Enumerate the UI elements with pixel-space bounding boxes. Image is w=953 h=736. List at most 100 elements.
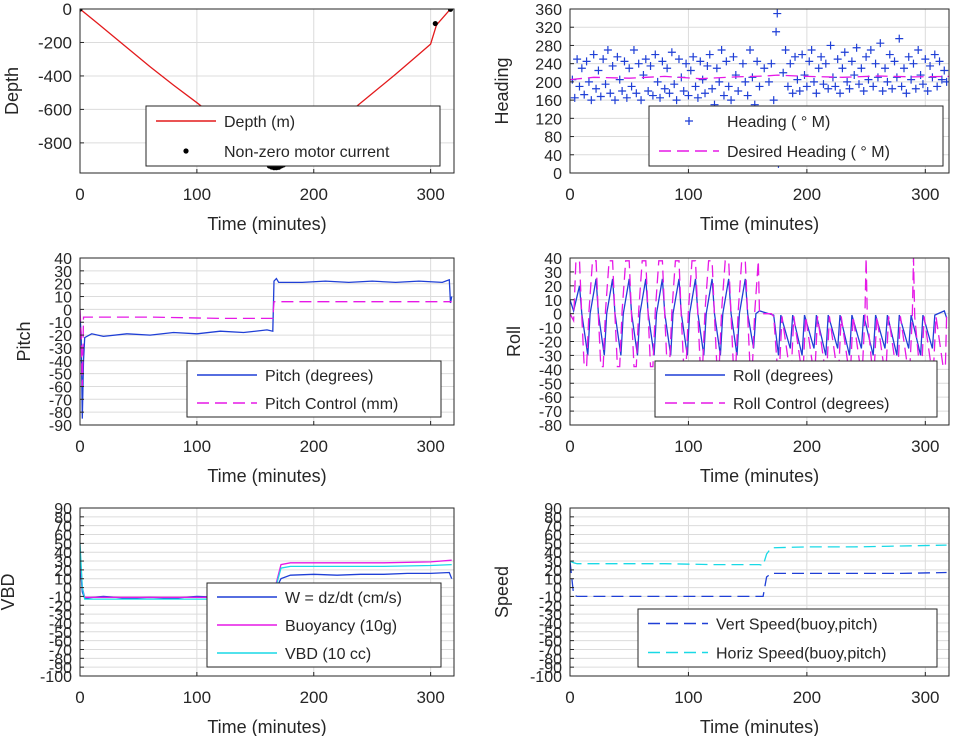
pitch-ytick-label: -70 xyxy=(49,392,72,409)
pitch-xtick-label: 300 xyxy=(416,437,444,456)
depth-xtick-label: 300 xyxy=(416,185,444,204)
heading-series-0-point xyxy=(682,59,691,68)
roll-legend-label: Roll Control (degrees) xyxy=(733,396,890,413)
heading-series-0-point xyxy=(869,82,878,91)
pitch-ytick-label: 0 xyxy=(63,302,72,319)
speed-data-layer xyxy=(570,544,947,598)
heading-series-0-point xyxy=(606,89,615,98)
roll-ytick-label: -70 xyxy=(539,404,562,421)
pitch-legend-label: Pitch (degrees) xyxy=(265,368,374,385)
vbd-ytick-label: 70 xyxy=(54,519,72,536)
roll-ytick-label: -40 xyxy=(539,362,562,379)
speed-legend-box xyxy=(637,608,938,668)
vbd-ytick-label: 20 xyxy=(54,563,72,580)
heading-series-0-point xyxy=(719,91,728,100)
heading-series-0-point xyxy=(783,82,792,91)
depth-legend: Depth (m) Non-zero motor current xyxy=(145,105,441,167)
speed-ytick-label: -100 xyxy=(530,669,562,686)
heading-series-0-point xyxy=(755,82,764,91)
speed-series-1-line xyxy=(570,544,947,567)
speed-xtick-label: 300 xyxy=(911,688,939,707)
heading-series-0-point xyxy=(795,87,804,95)
heading-series-0-point xyxy=(693,93,702,102)
pitch-ytick-label: -80 xyxy=(49,405,72,422)
pitch-ytick-label: -20 xyxy=(49,328,72,345)
heading-series-0-point xyxy=(764,77,773,86)
heading-series-0-point xyxy=(724,82,733,91)
heading-series-0-point xyxy=(871,59,880,68)
heading-series-0-point xyxy=(814,64,823,73)
roll-xtick-label: 0 xyxy=(565,437,574,456)
vbd-ytick-label: -50 xyxy=(49,625,72,642)
depth-legend-box xyxy=(145,105,441,167)
heading-series-0-point xyxy=(611,96,620,105)
heading-series-0-point xyxy=(618,87,627,95)
heading-series-0-point xyxy=(902,89,911,98)
pitch-ytick-label: -30 xyxy=(49,341,72,358)
pitch-series-1-line xyxy=(80,301,452,387)
vbd-xtick-label: 200 xyxy=(300,688,328,707)
heading-series-0-point xyxy=(798,50,807,59)
speed-series-0-line xyxy=(570,561,947,598)
heading-ytick-label: 0 xyxy=(553,166,562,183)
heading-ytick-label: 160 xyxy=(535,93,562,110)
vbd-ytick-label: 90 xyxy=(54,501,72,518)
depth-legend-label: Depth (m) xyxy=(224,114,295,131)
depth-legend-swatch xyxy=(183,148,189,154)
heading-series-0-point xyxy=(890,57,899,66)
heading-series-0-point xyxy=(637,96,646,105)
vbd-xtick-label: 300 xyxy=(416,688,444,707)
roll-legend: Roll (degrees) Roll Control (degrees) xyxy=(654,360,938,418)
heading-series-0-point xyxy=(596,92,605,101)
heading-series-0-point xyxy=(660,84,669,93)
heading-ytick-label: 360 xyxy=(535,2,562,19)
heading-series-0-point xyxy=(876,39,885,48)
heading-series-0-point xyxy=(918,80,927,89)
speed-axes-box xyxy=(569,507,950,677)
heading-series-0-point xyxy=(819,80,828,89)
heading-data-layer xyxy=(570,9,949,168)
vbd-xtick-label: 100 xyxy=(183,688,211,707)
pitch-ytick-label: 20 xyxy=(54,277,72,294)
heading-xlabel: Time (minutes) xyxy=(700,214,819,234)
heading-series-0-point xyxy=(928,73,937,82)
heading-series-0-point xyxy=(738,59,747,68)
pitch-chart: 0 100 200 300403020100-10-20-30-40-50-60-70… xyxy=(14,251,455,486)
heading-series-0-point xyxy=(888,84,897,93)
heading-series-0-point xyxy=(653,77,662,86)
heading-series-0-point xyxy=(833,55,842,64)
speed-ytick-label: -90 xyxy=(539,660,562,677)
heading-series-0-point xyxy=(791,52,800,61)
heading-series-0-point xyxy=(708,84,717,93)
roll-ytick-label: -30 xyxy=(539,348,562,365)
heading-series-0-point xyxy=(689,52,698,61)
heading-ytick-label: 240 xyxy=(535,57,562,74)
roll-data-layer xyxy=(570,258,948,368)
heading-series-0-point xyxy=(769,96,778,105)
heading-series-0-point xyxy=(608,61,617,70)
vbd-legend: W = dz/dt (cm/s) Buoyancy (10g) VBD (10 cc… xyxy=(206,582,442,668)
heading-series-0-point xyxy=(933,82,942,91)
heading-series-0-point xyxy=(696,57,705,66)
heading-series-0-point xyxy=(817,52,826,61)
heading-series-0-point xyxy=(937,75,946,84)
pitch-ylabel: Pitch xyxy=(14,321,34,361)
roll-series-1-line xyxy=(570,258,948,368)
heading-series-0-point xyxy=(812,89,821,98)
heading-series-0-point xyxy=(679,87,688,95)
depth-ytick-label: -400 xyxy=(38,67,72,86)
vbd-ytick-label: -60 xyxy=(49,634,72,651)
heading-series-0-point xyxy=(665,89,674,98)
heading-ytick-label: 320 xyxy=(535,20,562,37)
vbd-axes-box xyxy=(79,507,455,677)
vbd-ytick-label: 0 xyxy=(63,581,72,598)
heading-series-0-point xyxy=(589,50,598,59)
heading-series-0-point xyxy=(632,89,641,98)
heading-series-0-point xyxy=(873,73,882,82)
pitch-legend: Pitch (degrees) Pitch Control (mm) xyxy=(186,360,442,418)
heading-series-0-point xyxy=(580,90,589,99)
heading-series-0-point xyxy=(599,55,608,64)
heading-series-0-point xyxy=(577,64,586,73)
heading-series-0-point xyxy=(594,66,603,75)
pitch-axes-box xyxy=(79,257,455,426)
